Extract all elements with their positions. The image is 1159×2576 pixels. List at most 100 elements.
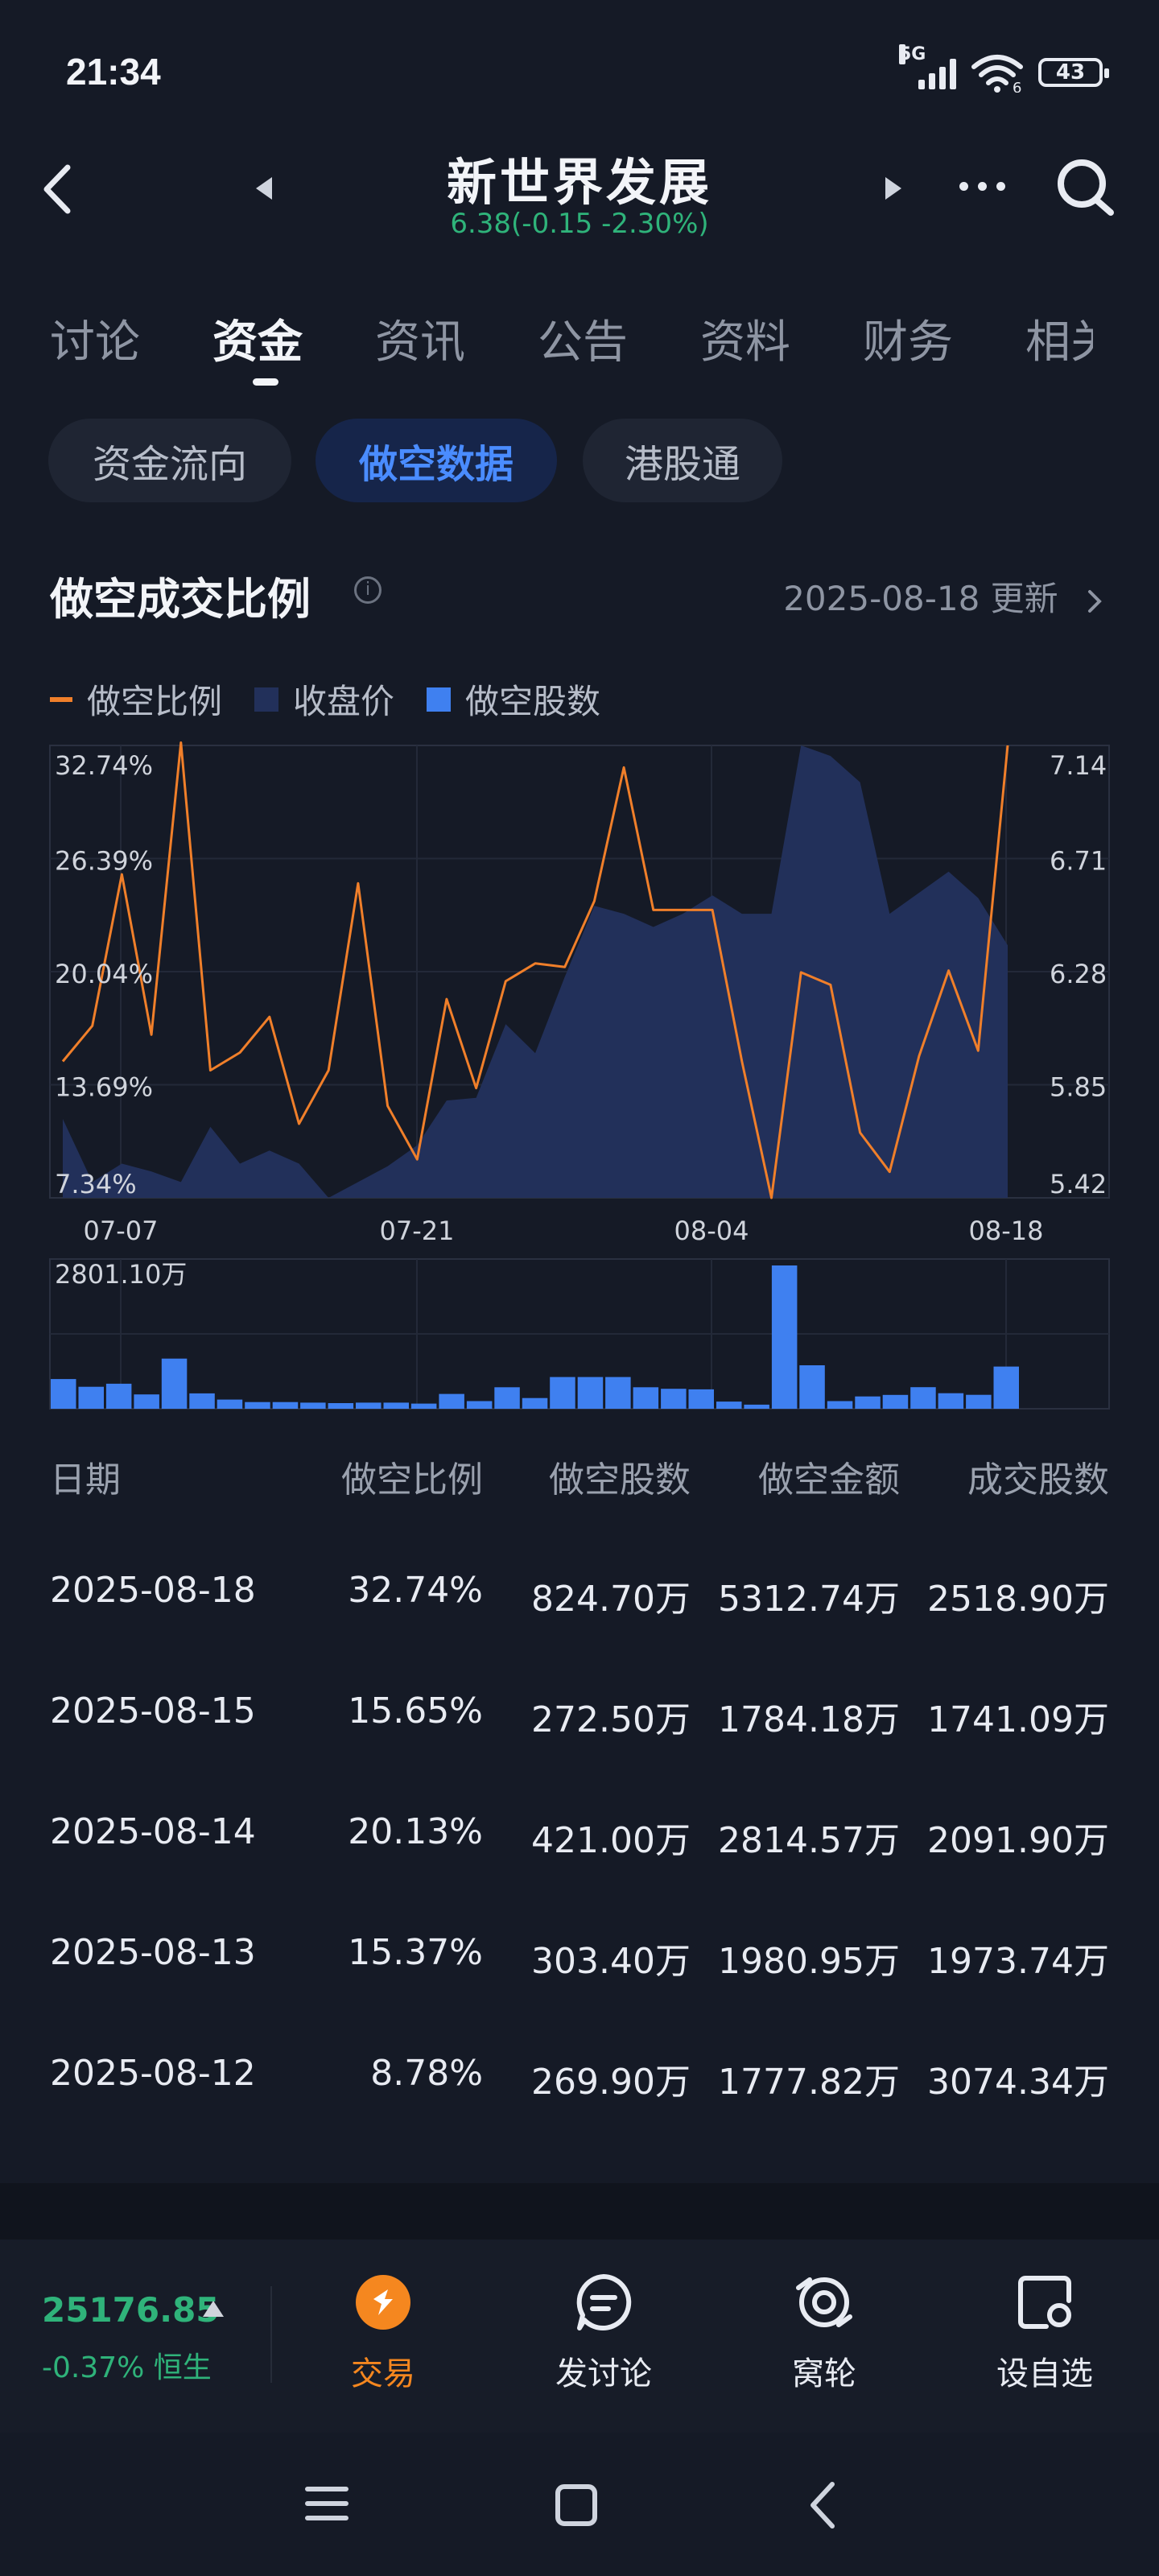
nav-warrant[interactable]: 窝轮 — [744, 2272, 905, 2394]
short-volume-bar — [494, 1387, 520, 1409]
table-row[interactable]: 2025-08-18 32.74% 824.70万 5312.74万 2518.… — [50, 1570, 1109, 1620]
y-left-tick-label: 7.34% — [55, 1169, 137, 1199]
short-volume-bar — [105, 1383, 132, 1409]
subtab-short-data[interactable]: 做空数据 — [316, 419, 557, 502]
short-volume-bar — [439, 1393, 464, 1409]
battery-icon: 43 — [1038, 58, 1109, 87]
stock-quote: 6.38(-0.15 -2.30%) — [450, 208, 709, 240]
short-volume-bar — [410, 1403, 437, 1409]
bottom-bar — [0, 2240, 1159, 2433]
short-volume-bar — [300, 1402, 326, 1409]
short-volume-bar — [993, 1366, 1019, 1409]
short-volume-bar — [272, 1402, 299, 1409]
short-volume-bar — [633, 1387, 659, 1409]
short-volume-bar — [716, 1402, 742, 1409]
x-tick-label: 08-18 — [969, 1216, 1044, 1246]
short-volume-bar — [910, 1387, 936, 1409]
tab-news[interactable]: 资讯 — [375, 316, 465, 369]
tab-announcements[interactable]: 公告 — [538, 316, 628, 369]
chart-legend: 做空比例 收盘价 做空股数 — [50, 675, 633, 724]
nav-discuss-label: 发讨论 — [555, 2355, 652, 2392]
table-row[interactable]: 2025-08-12 8.78% 269.90万 1777.82万 3074.3… — [50, 2053, 1109, 2103]
nav-watchlist[interactable]: 设自选 — [964, 2272, 1125, 2394]
short-volume-bar — [51, 1379, 76, 1409]
network-type: 5G — [899, 44, 926, 64]
nav-trade[interactable]: 交易 — [303, 2272, 464, 2394]
table-row[interactable]: 2025-08-14 20.13% 421.00万 2814.57万 2091.… — [50, 1811, 1109, 1861]
nav-watchlist-label: 设自选 — [996, 2355, 1093, 2392]
top-tabs: 讨论 资金 资讯 公告 资料 财务 相关 — [50, 306, 1159, 371]
table-header-short-ratio: 做空比例 — [341, 1459, 483, 1501]
index-change[interactable]: -0.37% 恒生 — [42, 2351, 212, 2384]
short-volume-bar — [217, 1399, 243, 1409]
tab-discussion[interactable]: 讨论 — [50, 316, 140, 369]
y-left-tick-label: 26.39% — [55, 846, 153, 877]
short-volume-bar — [245, 1402, 270, 1409]
short-ratio-line — [61, 741, 1009, 1199]
nav-warrant-label: 窝轮 — [792, 2355, 856, 2392]
short-volume-bar — [383, 1402, 409, 1409]
volume-max-label: 2801.10万 — [55, 1259, 187, 1290]
nav-discuss[interactable]: 发讨论 — [523, 2272, 684, 2394]
table-header-date: 日期 — [50, 1459, 121, 1501]
legend-short-volume: 做空股数 — [427, 675, 600, 724]
status-time: 21:34 — [66, 51, 161, 93]
menu-icon[interactable] — [304, 2484, 349, 2523]
y-right-tick-label: 6.28 — [1050, 959, 1107, 989]
table-header-short-amount: 做空金额 — [758, 1459, 900, 1501]
table-header-short-shares: 做空股数 — [549, 1459, 691, 1501]
short-volume-bar — [605, 1377, 631, 1409]
wifi-icon: 6 — [971, 55, 1023, 93]
index-value[interactable]: 25176.85 — [42, 2290, 220, 2330]
short-volume-bar — [771, 1265, 798, 1409]
index-up-icon — [203, 2301, 224, 2317]
short-volume-bar — [328, 1403, 354, 1409]
tab-capital[interactable]: 资金 — [212, 316, 303, 369]
short-volume-bar — [522, 1397, 548, 1409]
tab-active-indicator — [253, 378, 278, 386]
table-row[interactable]: 2025-08-13 15.37% 303.40万 1980.95万 1973.… — [50, 1932, 1109, 1982]
legend-close-price: 收盘价 — [254, 675, 394, 724]
section-divider — [0, 2183, 1159, 2240]
short-volume-bar — [189, 1393, 215, 1409]
section-title: 做空成交比例 — [50, 574, 311, 625]
home-icon[interactable] — [554, 2483, 599, 2528]
x-tick-label: 08-04 — [674, 1216, 749, 1246]
close-price-area — [63, 745, 1008, 1198]
next-stock-icon[interactable] — [885, 177, 901, 200]
update-date-text: 2025-08-18 更新 — [783, 579, 1058, 618]
tab-financials[interactable]: 财务 — [863, 316, 953, 369]
short-volume-bar — [466, 1401, 493, 1409]
short-volume-bar — [577, 1377, 604, 1409]
y-left-tick-label: 13.69% — [55, 1072, 153, 1103]
y-right-tick-label: 5.85 — [1050, 1072, 1107, 1103]
y-left-tick-label: 20.04% — [55, 959, 153, 989]
search-icon[interactable] — [1054, 156, 1119, 221]
y-right-tick-label: 7.14 — [1050, 750, 1107, 781]
tab-profile[interactable]: 资料 — [700, 316, 790, 369]
update-date-link[interactable]: 2025-08-18 更新 — [783, 572, 1107, 621]
short-volume-bar — [966, 1394, 992, 1409]
y-right-tick-label: 5.42 — [1050, 1169, 1107, 1199]
back-icon[interactable] — [35, 161, 80, 217]
x-tick-label: 07-07 — [84, 1216, 159, 1246]
table-row[interactable]: 2025-08-15 15.65% 272.50万 1784.18万 1741.… — [50, 1690, 1109, 1740]
chevron-right-icon — [1088, 589, 1102, 613]
short-volume-bar — [688, 1389, 714, 1409]
short-volume-bar — [161, 1358, 188, 1409]
prev-stock-icon[interactable] — [256, 177, 272, 200]
short-volume-bar — [550, 1377, 575, 1409]
subtab-southbound[interactable]: 港股通 — [583, 419, 782, 502]
watchlist-icon — [1018, 2276, 1071, 2329]
table-header-turnover-shares: 成交股数 — [967, 1459, 1109, 1501]
subtab-capital-flow[interactable]: 资金流向 — [48, 419, 291, 502]
wifi-badge: 6 — [1013, 80, 1021, 93]
tab-related[interactable]: 相关 — [1025, 316, 1116, 369]
short-volume-bar — [855, 1396, 881, 1409]
back-nav-icon[interactable] — [806, 2479, 839, 2531]
info-icon[interactable]: i — [354, 576, 382, 604]
nav-trade-label: 交易 — [351, 2355, 415, 2392]
short-ratio-chart: 32.74% 7.14 26.39% 6.71 20.04% 6.28 13.69% 5.85… — [49, 741, 1110, 1410]
bottom-separator — [270, 2286, 272, 2383]
more-icon[interactable] — [959, 182, 1005, 191]
